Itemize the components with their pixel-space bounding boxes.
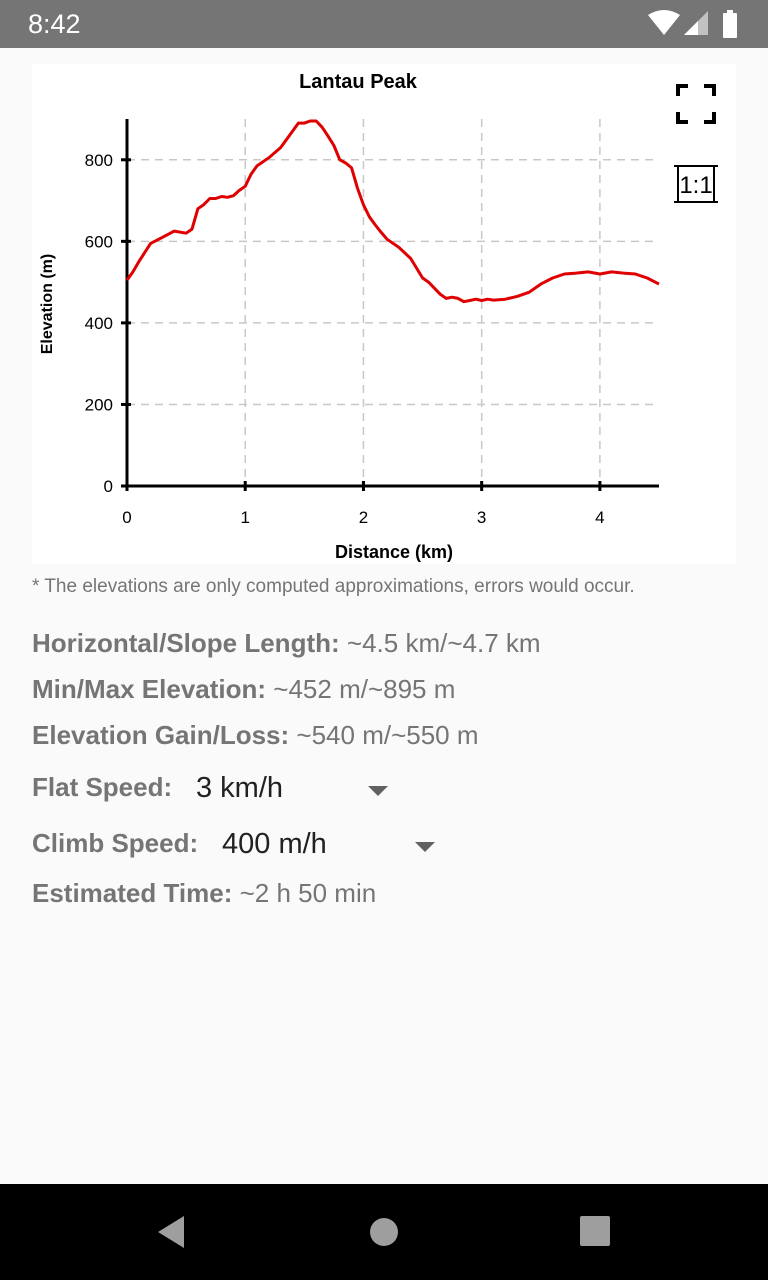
chart-title: Lantau Peak [299, 71, 418, 93]
flat-speed-label: Flat Speed: [32, 772, 173, 802]
length-value: ~4.5 km/~4.7 km [346, 628, 541, 658]
elevation-label: Min/Max Elevation: [32, 674, 267, 704]
y-tick-label: 200 [85, 395, 113, 414]
x-tick-label: 1 [240, 508, 249, 527]
dropdown-arrow-icon [368, 786, 388, 796]
estimated-time-label: Estimated Time: [32, 878, 233, 908]
climb-speed-label: Climb Speed: [32, 828, 199, 858]
y-tick-label: 400 [85, 314, 113, 333]
y-tick-label: 600 [85, 232, 113, 251]
cell-signal-icon [684, 11, 708, 35]
navigation-bar [0, 1184, 768, 1280]
x-axis-label: Distance (km) [335, 542, 453, 562]
elevation-row: Min/Max Elevation: ~452 m/~895 m [32, 674, 455, 705]
gain-loss-value: ~540 m/~550 m [296, 720, 479, 750]
y-axis-label: Elevation (m) [39, 254, 56, 354]
dropdown-arrow-icon [415, 842, 435, 852]
climb-speed-value: 400 m/h [222, 828, 327, 860]
flat-speed-value: 3 km/h [196, 772, 284, 804]
fullscreen-button[interactable] [672, 80, 720, 128]
y-tick-label: 0 [104, 477, 113, 496]
x-tick-label: 2 [359, 508, 368, 527]
one-to-one-label: 1:1 [679, 172, 712, 199]
length-label: Horizontal/Slope Length: [32, 628, 340, 658]
elevation-chart: 0 1 2 3 4 0 200 400 600 800 Lantau Peak Distance … [32, 64, 736, 564]
estimated-time-value: ~2 h 50 min [239, 878, 377, 908]
x-tick-label: 0 [122, 508, 131, 527]
y-tick-label: 800 [85, 151, 113, 170]
home-button[interactable] [366, 1214, 402, 1250]
estimated-time-row: Estimated Time: ~2 h 50 min [32, 878, 376, 909]
back-icon [158, 1216, 184, 1248]
climb-speed-dropdown[interactable]: 400 m/h [222, 824, 442, 868]
elevation-chart-svg: 0 1 2 3 4 0 200 400 600 800 Lantau Peak Distance … [39, 71, 660, 562]
x-tick-label: 3 [477, 508, 486, 527]
elevation-value: ~452 m/~895 m [273, 674, 456, 704]
gain-loss-label: Elevation Gain/Loss: [32, 720, 290, 750]
length-row: Horizontal/Slope Length: ~4.5 km/~4.7 km [32, 628, 541, 659]
elevation-disclaimer: * The elevations are only computed appro… [32, 576, 635, 597]
recents-button[interactable] [578, 1214, 612, 1248]
back-button[interactable] [154, 1214, 190, 1250]
x-tick-label: 4 [595, 508, 604, 527]
one-to-one-button[interactable]: 1:1 [672, 160, 720, 208]
status-bar: 8:42 [0, 0, 768, 48]
one-to-one-icon: 1:1 [674, 165, 718, 203]
wifi-icon [648, 10, 680, 35]
elevation-series-line [125, 119, 660, 304]
battery-icon [723, 10, 737, 38]
status-icons [648, 10, 740, 38]
status-time: 8:42 [28, 9, 81, 39]
recents-icon [580, 1216, 610, 1246]
home-icon [370, 1218, 398, 1246]
gain-loss-row: Elevation Gain/Loss: ~540 m/~550 m [32, 720, 479, 751]
fullscreen-icon [676, 84, 716, 124]
flat-speed-dropdown[interactable]: 3 km/h [196, 768, 396, 812]
